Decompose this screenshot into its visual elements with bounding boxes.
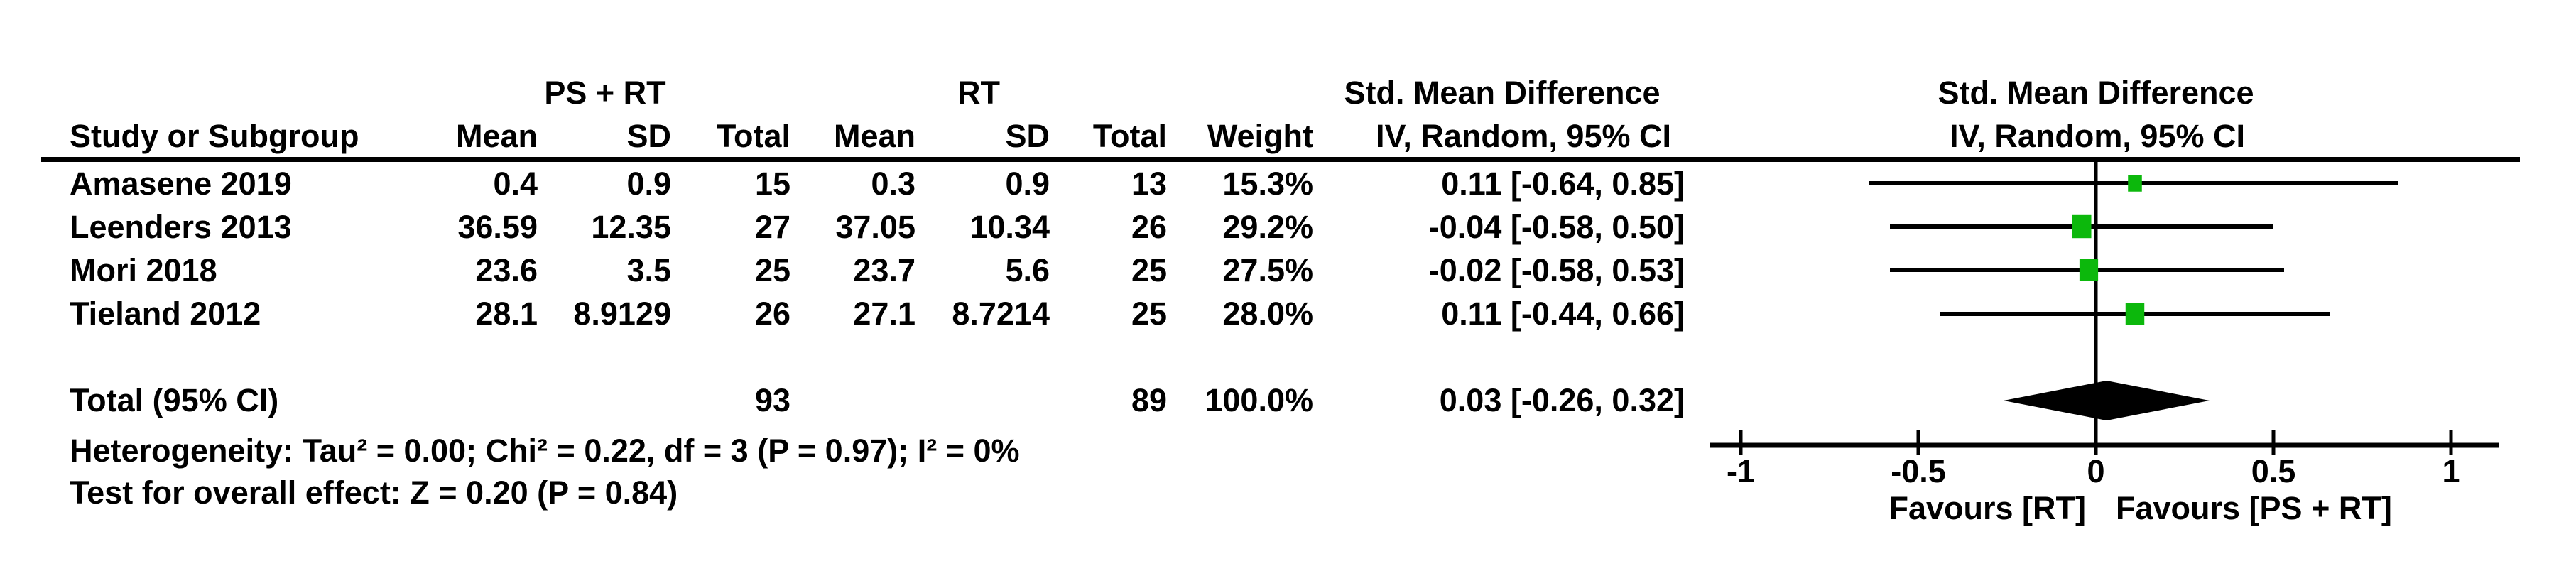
smd-ci-value: 0.11 [-0.44, 0.66] [1441, 295, 1685, 332]
effect-marker [2128, 175, 2142, 192]
mean-value: 0.3 [871, 165, 915, 202]
sd-value: 0.9 [1005, 165, 1050, 202]
study-name: Tieland 2012 [70, 295, 261, 332]
sd-value: 5.6 [1005, 252, 1050, 288]
col-header-study: Study or Subgroup [70, 118, 359, 154]
favours-right-label: Favours [PS + RT] [2116, 490, 2392, 526]
col-header-mean-rt: Mean [833, 118, 915, 154]
col-header-total-rt: Total [1092, 118, 1167, 154]
effect-marker [2079, 259, 2099, 281]
total-diamond [2004, 381, 2210, 420]
total-value: 27 [754, 209, 790, 245]
total-value: 26 [1131, 209, 1167, 245]
mean-value: 37.05 [835, 209, 915, 245]
weight-value: 27.5% [1222, 252, 1313, 288]
plot-header-line2: IV, Random, 95% CI [1950, 118, 2245, 154]
total-label: Total (95% CI) [70, 382, 279, 418]
smd-ci-value: 0.11 [-0.64, 0.85] [1441, 165, 1685, 202]
sd-value: 0.9 [626, 165, 671, 202]
smd-column-header-line1: Std. Mean Difference [1344, 75, 1661, 111]
header-separator-line [41, 157, 2520, 162]
sd-value: 8.7214 [952, 295, 1050, 332]
total-value: 25 [754, 252, 790, 288]
col-header-sd-rt: SD [1005, 118, 1050, 154]
x-tick-label: -0.5 [1891, 453, 1946, 489]
sd-value: 3.5 [626, 252, 671, 288]
mean-value: 28.1 [475, 295, 538, 332]
study-name: Mori 2018 [70, 252, 217, 288]
col-header-weight: Weight [1207, 118, 1313, 154]
x-tick-label: 1 [2442, 453, 2460, 489]
favours-left-label: Favours [RT] [1888, 490, 2086, 526]
weight-value: 29.2% [1222, 209, 1313, 245]
mean-value: 0.4 [493, 165, 538, 202]
smd-ci-value: -0.04 [-0.58, 0.50] [1428, 209, 1685, 245]
total-n-rt: 89 [1131, 382, 1167, 418]
x-tick-label: -1 [1727, 453, 1755, 489]
group-header-rt: RT [957, 75, 1000, 111]
total-value: 25 [1131, 295, 1167, 332]
group-header-ps-rt: PS + RT [544, 75, 666, 111]
sd-value: 12.35 [591, 209, 671, 245]
x-tick-label: 0.5 [2251, 453, 2296, 489]
total-n-ps-rt: 93 [754, 382, 790, 418]
effect-marker [2072, 214, 2092, 239]
sd-value: 8.9129 [573, 295, 671, 332]
heterogeneity-text: Heterogeneity: Tau² = 0.00; Chi² = 0.22,… [70, 433, 1020, 469]
col-header-mean-ps-rt: Mean [455, 118, 538, 154]
weight-value: 15.3% [1222, 165, 1313, 202]
smd-column-header-line2: IV, Random, 95% CI [1376, 118, 1671, 154]
sd-value: 10.34 [969, 209, 1050, 245]
study-name: Leenders 2013 [70, 209, 292, 245]
overall-effect-text: Test for overall effect: Z = 0.20 (P = 0… [70, 474, 678, 511]
x-tick-label: 0 [2087, 453, 2104, 489]
smd-ci-value: -0.02 [-0.58, 0.53] [1428, 252, 1685, 288]
total-value: 13 [1131, 165, 1167, 202]
effect-marker [2125, 303, 2145, 325]
col-header-sd-ps-rt: SD [626, 118, 671, 154]
weight-value: 28.0% [1222, 295, 1313, 332]
total-value: 26 [754, 295, 790, 332]
plot-header-line1: Std. Mean Difference [1938, 75, 2254, 111]
total-smd-ci: 0.03 [-0.26, 0.32] [1439, 382, 1685, 418]
mean-value: 36.59 [457, 209, 538, 245]
col-header-total-ps-rt: Total [716, 118, 790, 154]
total-weight: 100.0% [1205, 382, 1313, 418]
total-value: 15 [754, 165, 790, 202]
mean-value: 27.1 [853, 295, 915, 332]
mean-value: 23.6 [475, 252, 538, 288]
mean-value: 23.7 [853, 252, 915, 288]
study-name: Amasene 2019 [70, 165, 292, 202]
total-value: 25 [1131, 252, 1167, 288]
